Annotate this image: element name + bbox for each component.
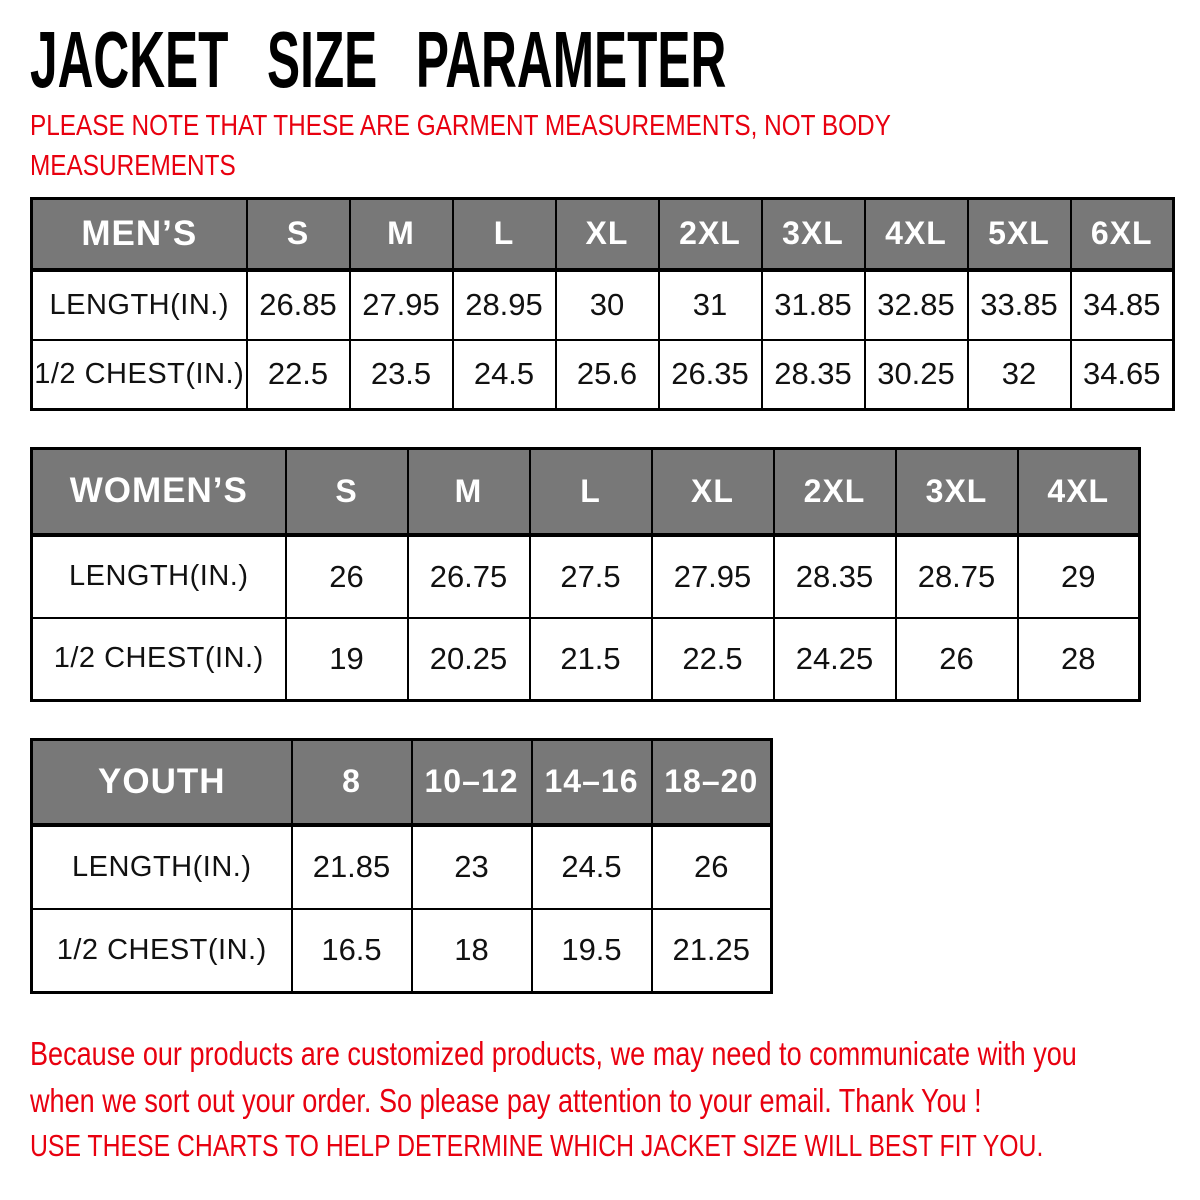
table-row: WOMEN’S S M L XL 2XL 3XL 4XL [30,447,1141,537]
row-label-cell: LENGTH(IN.) [30,823,293,910]
value-cell: 26 [894,616,1019,702]
table-row: LENGTH(IN.) 21.85 23 24.5 26 [30,823,773,910]
value-cell: 22.5 [245,338,351,411]
size-header-cell: 2XL [657,197,763,272]
mens-group-header: MEN’S [30,197,248,272]
value-cell: 24.5 [530,823,653,910]
value-cell: 24.5 [451,338,557,411]
size-header-cell: 6XL [1069,197,1175,272]
value-cell: 27.95 [650,533,775,619]
value-cell: 30 [554,268,660,341]
size-header-cell: M [348,197,454,272]
size-header-cell: L [528,447,653,537]
size-header-cell: S [245,197,351,272]
size-header-cell: XL [650,447,775,537]
value-cell: 34.65 [1069,338,1175,411]
value-cell: 26 [650,823,773,910]
size-header-cell: 4XL [863,197,969,272]
value-cell: 32.85 [863,268,969,341]
value-cell: 19 [284,616,409,702]
garment-note-line1: PLEASE NOTE THAT THESE ARE GARMENT MEASU… [30,110,891,142]
page-title: JACKET SIZE PARAMETER [30,15,727,104]
value-cell: 26.85 [245,268,351,341]
womens-size-table: WOMEN’S S M L XL 2XL 3XL 4XL LENGTH(IN.)… [30,447,1141,702]
value-cell: 28.35 [772,533,897,619]
value-cell: 26.35 [657,338,763,411]
mens-size-table: MEN’S S M L XL 2XL 3XL 4XL 5XL 6XL LENGT… [30,197,1175,411]
value-cell: 28.35 [760,338,866,411]
table-row: MEN’S S M L XL 2XL 3XL 4XL 5XL 6XL [30,197,1175,272]
value-cell: 33.85 [966,268,1072,341]
value-cell: 27.5 [528,533,653,619]
size-header-cell: 3XL [760,197,866,272]
table-row: 1/2 CHEST(IN.) 16.5 18 19.5 21.25 [30,907,773,994]
value-cell: 23 [410,823,533,910]
table-row: YOUTH 8 10–12 14–16 18–20 [30,738,773,827]
value-cell: 31 [657,268,763,341]
value-cell: 19.5 [530,907,653,994]
row-label-cell: 1/2 CHEST(IN.) [30,338,248,411]
size-header-cell: 4XL [1016,447,1141,537]
value-cell: 20.25 [406,616,531,702]
row-label-cell: 1/2 CHEST(IN.) [30,907,293,994]
customization-notice: Because our products are customized prod… [30,1030,1077,1124]
value-cell: 27.95 [348,268,454,341]
value-cell: 28.75 [894,533,1019,619]
value-cell: 16.5 [290,907,413,994]
value-cell: 34.85 [1069,268,1175,341]
size-header-cell: S [284,447,409,537]
value-cell: 28.95 [451,268,557,341]
youth-group-header: YOUTH [30,738,293,827]
table-row: 1/2 CHEST(IN.) 19 20.25 21.5 22.5 24.25 … [30,616,1141,702]
fit-instruction-line: USE THESE CHARTS TO HELP DETERMINE WHICH… [30,1128,1044,1163]
value-cell: 18 [410,907,533,994]
customization-notice-line1: Because our products are customized prod… [30,1035,1077,1072]
value-cell: 26.75 [406,533,531,619]
row-label-cell: LENGTH(IN.) [30,268,248,341]
value-cell: 23.5 [348,338,454,411]
value-cell: 21.25 [650,907,773,994]
value-cell: 32 [966,338,1072,411]
value-cell: 29 [1016,533,1141,619]
size-header-cell: 10–12 [410,738,533,827]
size-header-cell: 14–16 [530,738,653,827]
value-cell: 26 [284,533,409,619]
value-cell: 25.6 [554,338,660,411]
value-cell: 24.25 [772,616,897,702]
size-header-cell: 18–20 [650,738,773,827]
value-cell: 21.85 [290,823,413,910]
value-cell: 31.85 [760,268,866,341]
size-header-cell: 8 [290,738,413,827]
garment-note-line2: MEASUREMENTS [30,150,236,182]
size-header-cell: 3XL [894,447,1019,537]
customization-notice-line2: when we sort out your order. So please p… [30,1082,982,1119]
value-cell: 21.5 [528,616,653,702]
table-row: 1/2 CHEST(IN.) 22.5 23.5 24.5 25.6 26.35… [30,338,1175,411]
size-header-cell: 2XL [772,447,897,537]
value-cell: 22.5 [650,616,775,702]
garment-note: PLEASE NOTE THAT THESE ARE GARMENT MEASU… [30,106,891,186]
row-label-cell: LENGTH(IN.) [30,533,287,619]
womens-group-header: WOMEN’S [30,447,287,537]
size-header-cell: 5XL [966,197,1072,272]
table-row: LENGTH(IN.) 26.85 27.95 28.95 30 31 31.8… [30,268,1175,341]
size-header-cell: XL [554,197,660,272]
table-row: LENGTH(IN.) 26 26.75 27.5 27.95 28.35 28… [30,533,1141,619]
youth-size-table: YOUTH 8 10–12 14–16 18–20 LENGTH(IN.) 21… [30,738,773,994]
size-header-cell: L [451,197,557,272]
value-cell: 30.25 [863,338,969,411]
value-cell: 28 [1016,616,1141,702]
row-label-cell: 1/2 CHEST(IN.) [30,616,287,702]
size-header-cell: M [406,447,531,537]
